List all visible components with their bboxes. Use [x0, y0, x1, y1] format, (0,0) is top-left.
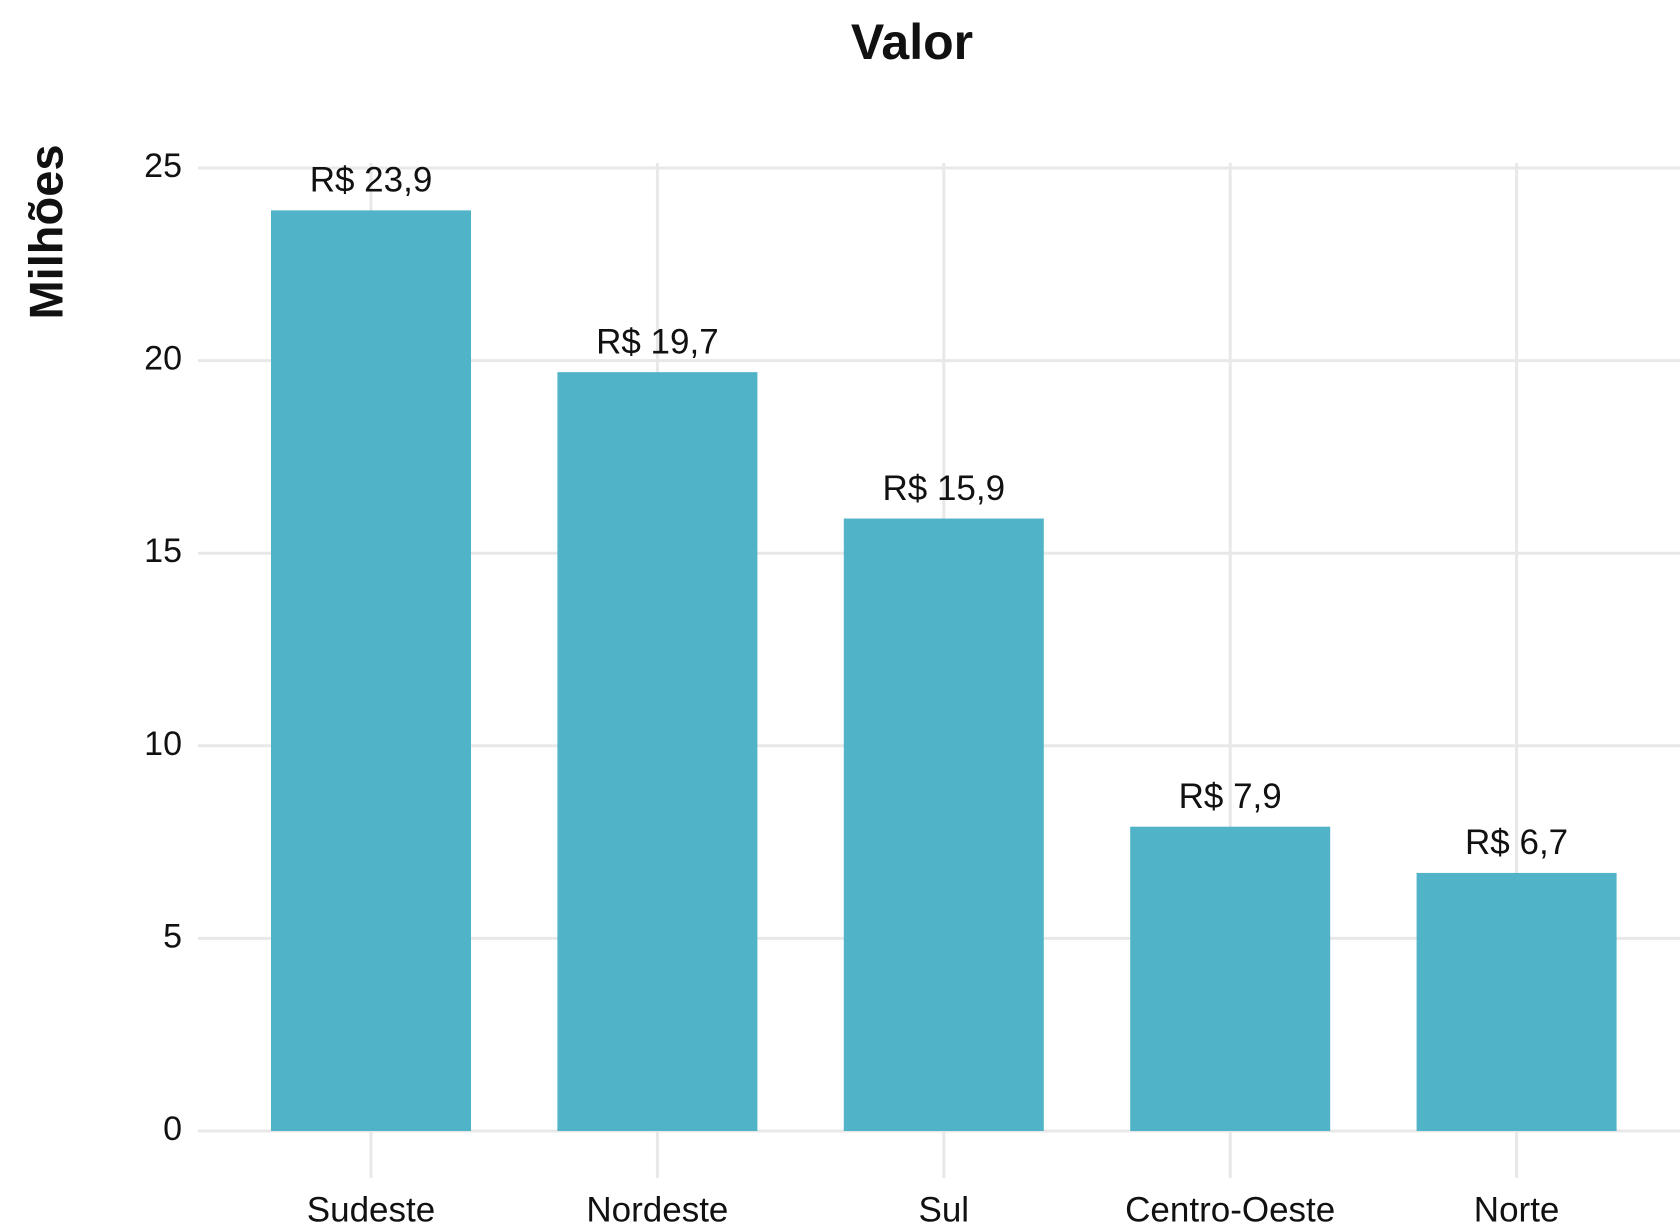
x-tick-label: Centro-Oeste: [1125, 1190, 1335, 1229]
chart-title: Valor: [851, 14, 973, 70]
bar: [557, 372, 758, 1131]
x-tick-label: Sudeste: [307, 1190, 435, 1229]
data-label: R$ 23,9: [310, 161, 433, 200]
data-label: R$ 6,7: [1465, 823, 1568, 862]
x-tick-label: Sul: [919, 1190, 970, 1229]
y-tick-label: 20: [144, 340, 182, 378]
y-tick-label: 0: [163, 1110, 182, 1148]
y-tick-label: 25: [144, 147, 182, 185]
y-tick-label: 10: [144, 725, 182, 763]
bar: [1416, 872, 1617, 1131]
y-axis-label: Milhões: [19, 145, 72, 320]
data-label: R$ 15,9: [883, 469, 1006, 508]
y-tick-label: 15: [144, 532, 182, 570]
bar: [271, 210, 471, 1131]
bar: [843, 518, 1044, 1131]
data-label: R$ 7,9: [1179, 777, 1282, 816]
x-tick-label: Norte: [1474, 1190, 1560, 1229]
x-tick-label: Nordeste: [586, 1190, 728, 1229]
bar: [1130, 826, 1331, 1131]
y-tick-label: 5: [163, 917, 182, 955]
data-label: R$ 19,7: [596, 322, 719, 361]
